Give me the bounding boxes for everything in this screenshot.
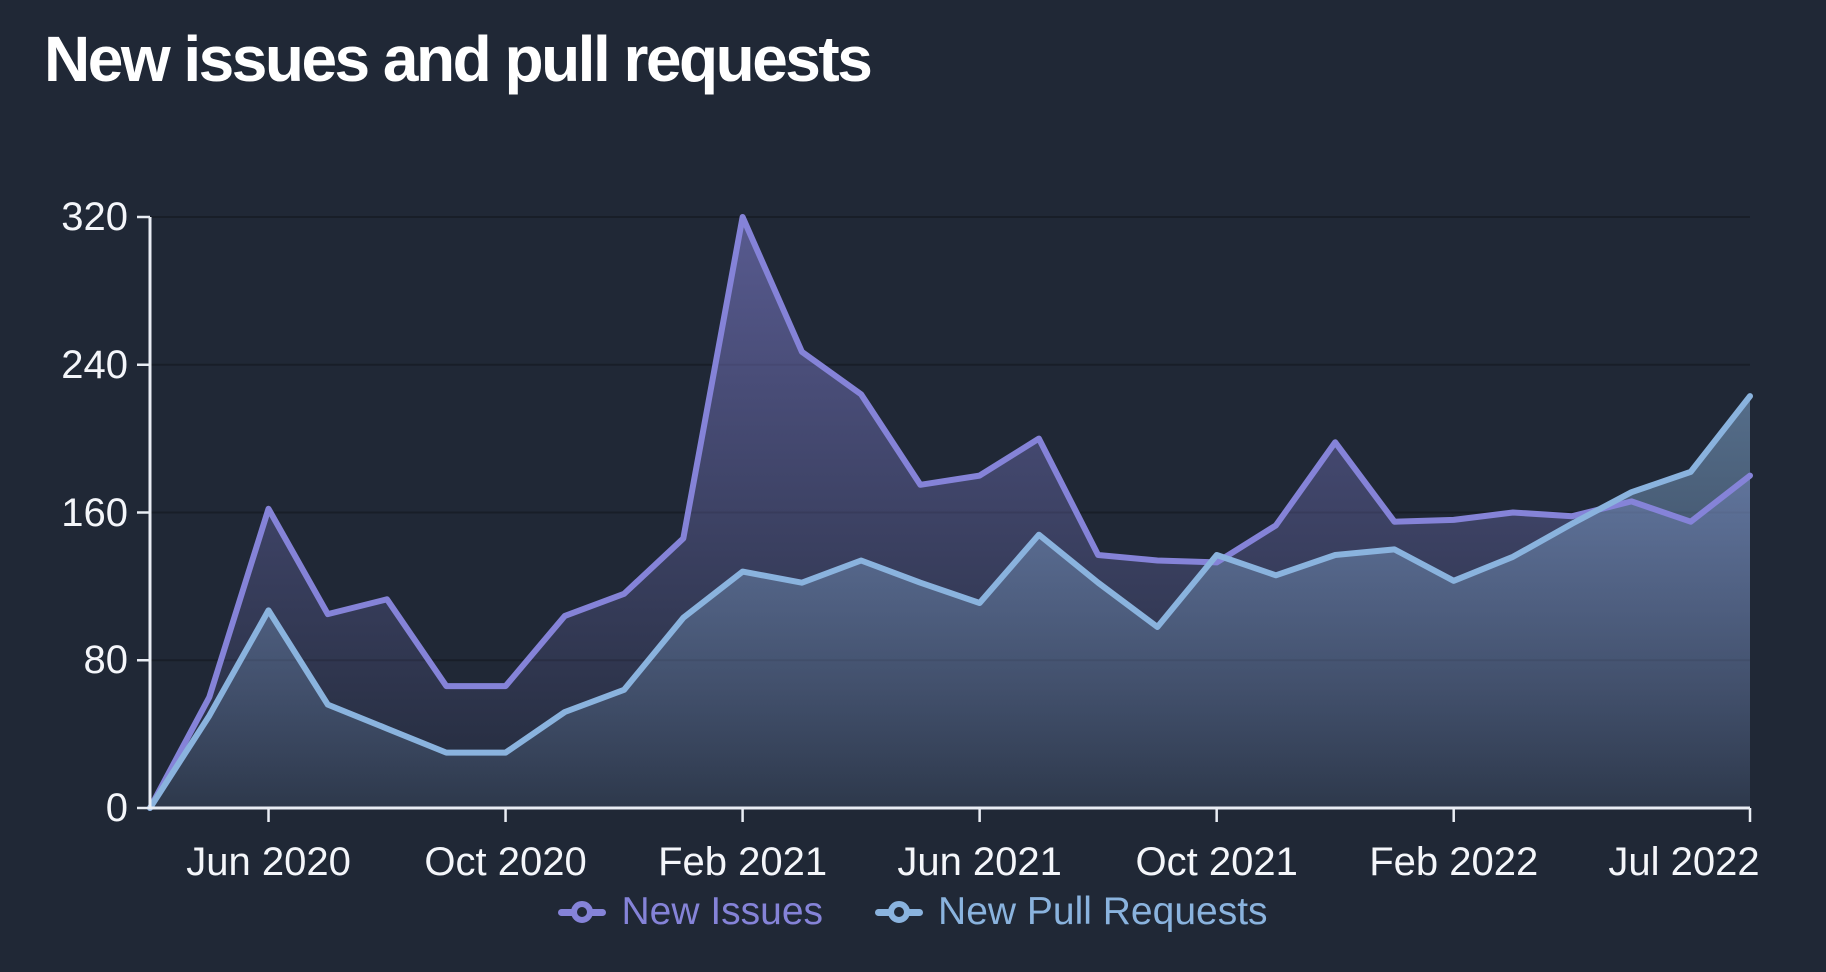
legend-line-dot-icon [875,901,924,923]
legend-label: New Pull Requests [938,890,1268,933]
new-pull-requests-line [147,393,1753,811]
legend-line-dot-icon [558,901,607,923]
legend-item-new-pull-requests[interactable]: New Pull Requests [875,890,1268,934]
x-axis-label: Jun 2020 [186,840,351,884]
legend: New Issues New Pull Requests [0,890,1826,934]
y-axis-label: 320 [61,195,128,239]
legend-item-new-issues[interactable]: New Issues [558,890,823,934]
y-axis-label: 240 [61,342,128,387]
x-axis-label: Oct 2021 [1135,840,1298,884]
new-issues-line [147,214,1753,811]
x-axis-label: Jun 2021 [897,840,1062,884]
new-pull-requests-area [150,396,1750,808]
y-axis-label: 0 [105,786,128,830]
x-axis-label: Oct 2020 [424,840,587,884]
y-axis-label: 160 [61,490,128,535]
x-axis-label: Feb 2022 [1369,840,1539,884]
legend-ring-icon [571,901,594,923]
x-axis-label: Jul 2022 [1608,840,1760,884]
legend-label: New Issues [621,890,824,933]
y-axis-label: 80 [83,638,129,683]
legend-ring-icon [888,901,911,923]
chart-title: New issues and pull requests [44,23,873,95]
x-axis-label: Feb 2021 [658,840,828,884]
